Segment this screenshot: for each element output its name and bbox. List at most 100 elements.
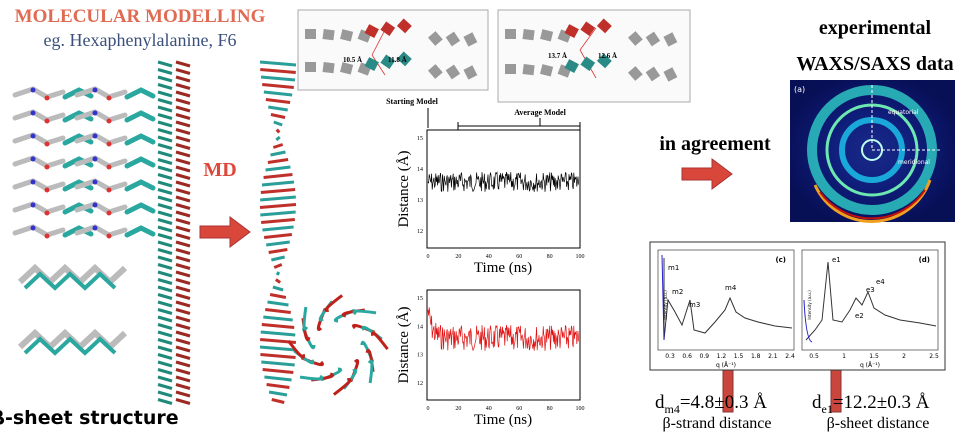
peak-label: e4	[876, 278, 885, 286]
fibril	[260, 353, 296, 359]
x-tick-label: 0.5	[809, 353, 819, 360]
agreement-arrow	[681, 158, 733, 190]
strand	[157, 300, 173, 308]
exp-title: WAXS/SAXS data	[796, 53, 953, 75]
fibril	[267, 300, 289, 307]
atom	[44, 118, 50, 124]
x-tick-label: 1.8	[751, 353, 761, 360]
snapshot-box	[297, 9, 489, 91]
strand	[175, 143, 191, 150]
snapshot-strand	[380, 21, 396, 36]
distance: 12.6 Å	[598, 52, 617, 60]
strand	[157, 135, 173, 143]
atom	[44, 164, 50, 170]
panel-label: (a)	[794, 85, 805, 94]
bundle	[352, 309, 377, 316]
strand	[175, 300, 191, 308]
x-tick-label: 60	[516, 254, 522, 260]
molecule	[74, 224, 128, 238]
ring	[819, 189, 926, 220]
strand	[157, 105, 173, 113]
strand	[175, 368, 191, 375]
atom	[106, 164, 112, 170]
strand	[157, 375, 173, 383]
snapshot-strand	[580, 21, 596, 36]
molecule	[23, 271, 117, 291]
strand	[175, 330, 191, 338]
snapshot-strand	[463, 65, 478, 80]
bundle	[332, 377, 352, 396]
fibril	[275, 128, 281, 134]
peak-label: m2	[672, 288, 683, 296]
strand	[157, 75, 173, 83]
fibril	[262, 225, 294, 232]
strand	[175, 203, 191, 210]
strand	[175, 165, 191, 173]
strand	[175, 225, 191, 233]
strand	[175, 285, 191, 293]
strand	[175, 135, 191, 143]
molecule	[12, 201, 66, 215]
atom	[30, 110, 36, 116]
atom	[44, 141, 50, 147]
strand	[175, 270, 191, 278]
fibril	[260, 68, 296, 74]
strand	[175, 390, 191, 398]
strand	[175, 180, 191, 188]
snapshot-strand	[364, 24, 379, 39]
x-tick-label: 1	[842, 353, 846, 360]
strand	[175, 338, 191, 345]
strand	[157, 203, 173, 210]
peak-label: m1	[668, 264, 679, 272]
atom	[106, 210, 112, 216]
snapshot-strand	[564, 24, 579, 39]
strand	[157, 113, 173, 120]
atom	[44, 95, 50, 101]
symbol: d	[812, 392, 822, 413]
snapshot-strand	[305, 62, 316, 72]
atom	[30, 202, 36, 208]
strand	[175, 353, 191, 360]
strand	[175, 218, 191, 225]
fibril	[271, 255, 285, 262]
strand	[157, 218, 173, 225]
fibril	[269, 293, 287, 299]
molecules	[12, 18, 678, 405]
strand	[175, 90, 191, 98]
x-tick-label: 100	[576, 406, 585, 412]
fibril	[274, 278, 282, 284]
strand	[157, 330, 173, 338]
md-arrow	[199, 216, 251, 248]
y-axis-label: Distance (Å)	[396, 150, 412, 227]
strand	[157, 360, 173, 368]
fibril	[260, 75, 296, 82]
xray-label: meridional	[898, 159, 930, 166]
strand	[175, 248, 191, 255]
fibril	[261, 218, 295, 224]
strand	[157, 315, 173, 323]
molecule	[12, 132, 66, 146]
snapshot-strand	[564, 59, 579, 74]
peak-label: m3	[689, 301, 700, 309]
strand	[157, 278, 173, 285]
atom	[92, 156, 98, 162]
atom	[30, 156, 36, 162]
panel-label: (d)	[919, 256, 930, 264]
fibril	[266, 383, 290, 389]
annotation: dm4=4.8±0.3 Å	[655, 392, 767, 416]
strand	[175, 323, 191, 330]
fibril	[271, 398, 285, 404]
spectra-frame	[657, 249, 795, 351]
strand	[175, 255, 191, 263]
x-tick-label: 2.5	[929, 353, 939, 360]
snapshot-strand	[427, 64, 443, 79]
snapshot-strand	[380, 54, 396, 69]
molecule	[124, 110, 156, 123]
peak-label: e1	[832, 256, 841, 264]
fibril	[263, 173, 293, 179]
strand	[157, 368, 173, 375]
y-tick-label: 15	[417, 136, 423, 142]
molecule	[74, 132, 128, 146]
snapshot-strand	[396, 18, 412, 34]
fibril	[270, 150, 286, 157]
